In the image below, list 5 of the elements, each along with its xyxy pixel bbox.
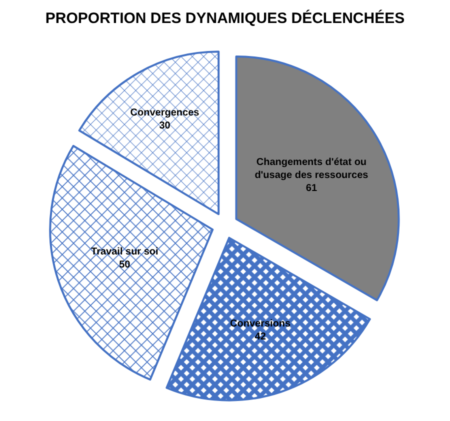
chart-title: PROPORTION DES DYNAMIQUES DÉCLENCHÉES bbox=[45, 9, 405, 28]
slice-label: Changements d'état ou d'usage des ressources bbox=[254, 156, 369, 181]
slice-label: Convergences bbox=[130, 107, 200, 118]
data-label: 30 bbox=[159, 120, 171, 132]
data-label: 61 bbox=[306, 182, 318, 194]
